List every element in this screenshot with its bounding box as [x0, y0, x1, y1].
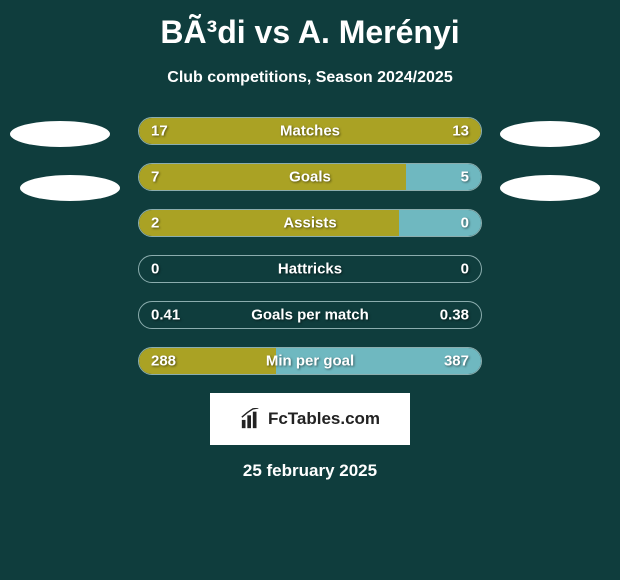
stat-value-right: 0.38 — [440, 307, 469, 324]
stat-row: 7 5 Goals — [138, 163, 482, 191]
stat-bar-right — [406, 164, 481, 190]
stat-label: Goals — [289, 169, 331, 186]
stat-value-right: 387 — [444, 353, 469, 370]
stat-bar-left — [139, 164, 406, 190]
bar-chart-icon — [240, 408, 262, 430]
stat-label: Goals per match — [251, 307, 369, 324]
stat-value-left: 0 — [151, 261, 159, 278]
comparison-title: BÃ³di vs A. Merényi — [0, 0, 620, 51]
stat-value-right: 5 — [461, 169, 469, 186]
stat-value-right: 13 — [452, 123, 469, 140]
stat-row: 288 387 Min per goal — [138, 347, 482, 375]
stat-value-right: 0 — [461, 261, 469, 278]
player-placeholder-ellipse — [20, 175, 120, 201]
stat-row: 2 0 Assists — [138, 209, 482, 237]
stat-label: Assists — [283, 215, 336, 232]
stat-bar-left — [139, 210, 399, 236]
stat-row: 0.41 0.38 Goals per match — [138, 301, 482, 329]
player-placeholder-ellipse — [10, 121, 110, 147]
stat-row: 17 13 Matches — [138, 117, 482, 145]
brand-box: FcTables.com — [210, 393, 410, 445]
stat-value-left: 2 — [151, 215, 159, 232]
stat-label: Matches — [280, 123, 340, 140]
comparison-subtitle: Club competitions, Season 2024/2025 — [0, 69, 620, 87]
stat-label: Hattricks — [278, 261, 342, 278]
stat-row: 0 0 Hattricks — [138, 255, 482, 283]
player-placeholder-ellipse — [500, 121, 600, 147]
stat-value-left: 0.41 — [151, 307, 180, 324]
stat-value-right: 0 — [461, 215, 469, 232]
stat-value-left: 288 — [151, 353, 176, 370]
player-placeholder-ellipse — [500, 175, 600, 201]
stat-label: Min per goal — [266, 353, 354, 370]
snapshot-date: 25 february 2025 — [0, 461, 620, 481]
stat-value-left: 17 — [151, 123, 168, 140]
stat-value-left: 7 — [151, 169, 159, 186]
stats-area: 17 13 Matches 7 5 Goals 2 0 Assists 0 0 Hattricks 0.… — [0, 117, 620, 375]
brand-text: FcTables.com — [268, 409, 380, 429]
